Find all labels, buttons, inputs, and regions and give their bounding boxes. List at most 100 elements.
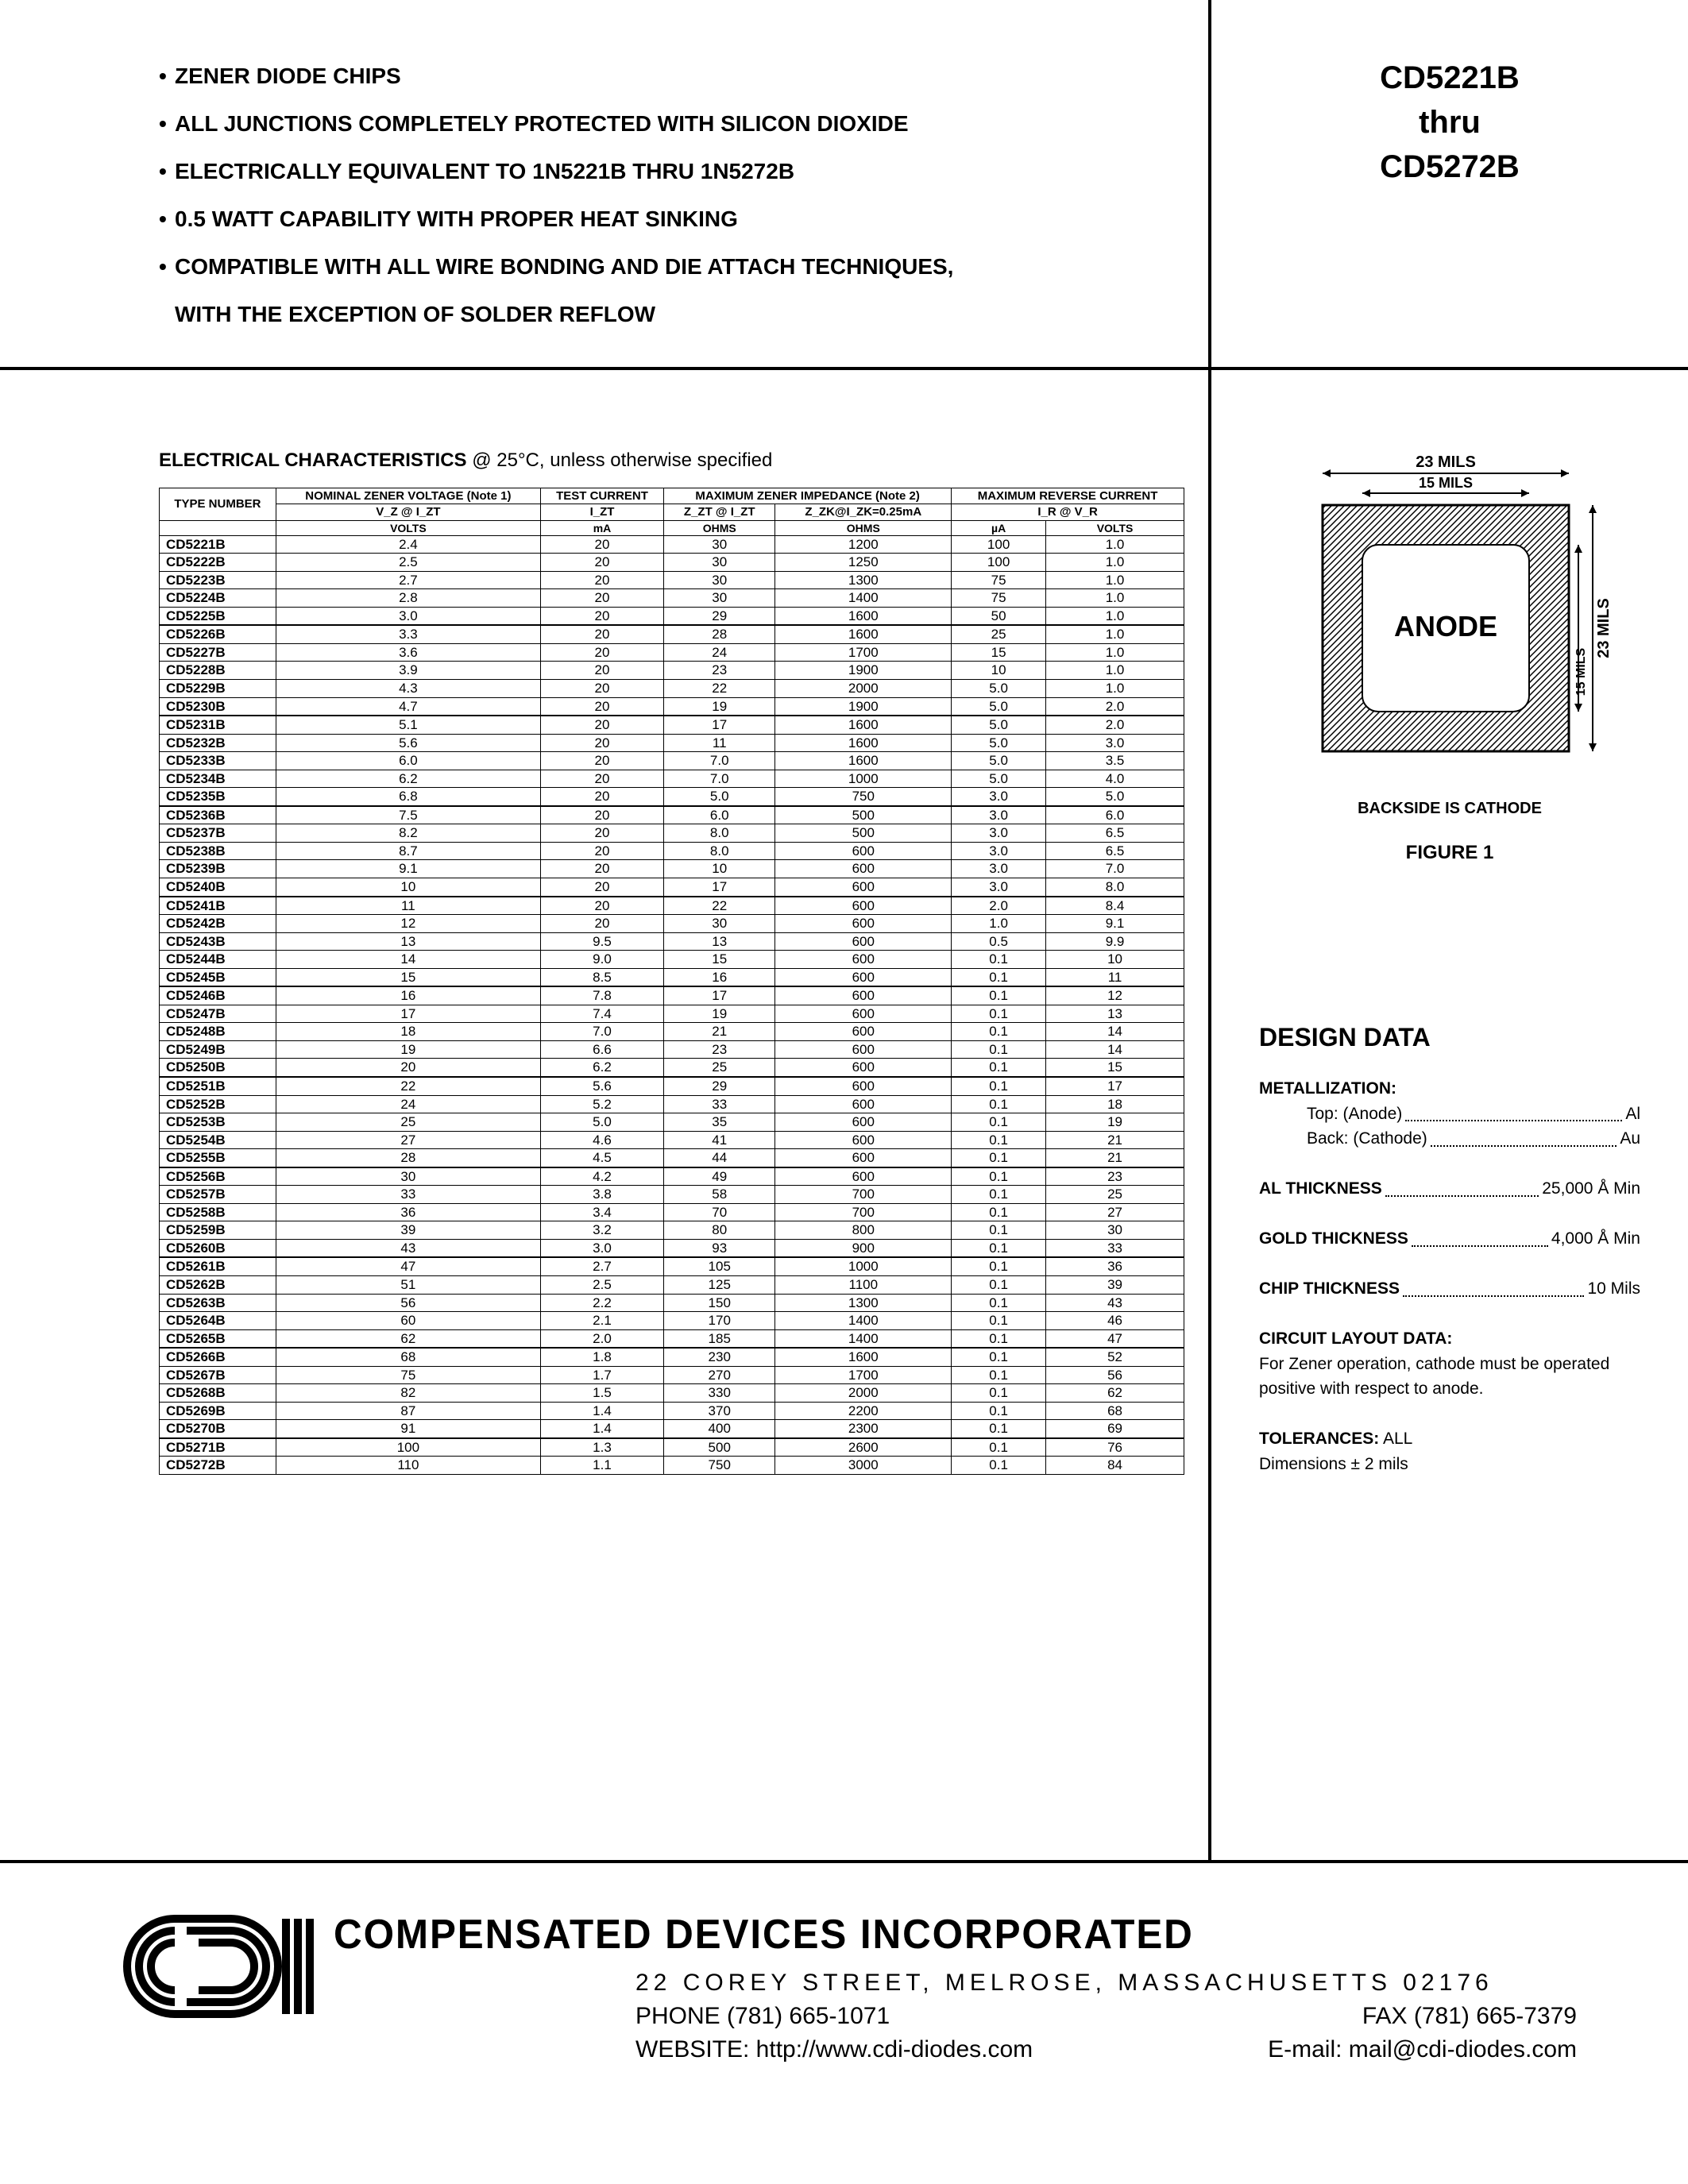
table-cell: 0.1 (952, 1221, 1046, 1240)
table-cell: 20 (540, 878, 663, 896)
al-label: AL THICKNESS (1259, 1176, 1382, 1202)
table-cell: 6.2 (276, 770, 540, 788)
footer: COMPENSATED DEVICES INCORPORATED 22 CORE… (0, 1863, 1688, 2066)
table-cell: 30 (664, 571, 775, 589)
table-cell: 14 (276, 951, 540, 969)
table-cell: 8.2 (276, 824, 540, 843)
table-cell: CD5247B (160, 1005, 276, 1023)
table-cell: CD5261B (160, 1257, 276, 1275)
table-cell: 17 (664, 716, 775, 734)
table-cell: 30 (276, 1167, 540, 1186)
table-row: CD5264B602.117014000.146 (160, 1312, 1184, 1330)
tol-title: TOLERANCES: (1259, 1430, 1379, 1448)
table-row: CD5229B4.3202220005.01.0 (160, 679, 1184, 697)
address: 22 COREY STREET, MELROSE, MASSACHUSETTS … (635, 1966, 1577, 2000)
table-cell: 330 (664, 1384, 775, 1403)
table-cell: 125 (664, 1276, 775, 1295)
table-row: CD5245B158.5166000.111 (160, 968, 1184, 986)
table-cell: 0.1 (952, 1203, 1046, 1221)
table-cell: 600 (775, 932, 952, 951)
table-cell: 4.7 (276, 697, 540, 716)
table-cell: 600 (775, 915, 952, 933)
table-cell: CD5252B (160, 1095, 276, 1113)
table-cell: 100 (276, 1438, 540, 1457)
table-cell: CD5242B (160, 915, 276, 933)
table-cell: 7.0 (664, 752, 775, 770)
table-cell: CD5263B (160, 1294, 276, 1312)
table-cell: 700 (775, 1186, 952, 1204)
table-row: CD5232B5.6201116005.03.0 (160, 734, 1184, 752)
table-cell: CD5224B (160, 589, 276, 608)
table-cell: 20 (540, 662, 663, 680)
table-cell: 600 (775, 1040, 952, 1059)
svg-text:ANODE: ANODE (1394, 610, 1497, 642)
table-cell: 0.1 (952, 1131, 1046, 1149)
table-cell: 21 (1046, 1149, 1184, 1167)
table-cell: 0.1 (952, 1312, 1046, 1330)
table-cell: 150 (664, 1294, 775, 1312)
email: E-mail: mail@cdi-diodes.com (1268, 2033, 1577, 2066)
cdi-logo-icon (111, 1911, 318, 2022)
table-cell: 1700 (775, 1366, 952, 1384)
table-cell: 8.7 (276, 842, 540, 860)
feature-list: ZENER DIODE CHIPS ALL JUNCTIONS COMPLETE… (0, 0, 1211, 367)
table-cell: 185 (664, 1329, 775, 1348)
table-cell: 5.0 (952, 734, 1046, 752)
table-cell: 1000 (775, 1257, 952, 1275)
table-cell: CD5231B (160, 716, 276, 734)
feature-item: ALL JUNCTIONS COMPLETELY PROTECTED WITH … (159, 111, 1176, 137)
u-ohms2: OHMS (775, 520, 952, 535)
table-cell: 21 (1046, 1131, 1184, 1149)
table-cell: 8.0 (664, 842, 775, 860)
table-cell: 600 (775, 878, 952, 896)
table-cell: 0.1 (952, 951, 1046, 969)
table-row: CD5240B1020176003.08.0 (160, 878, 1184, 896)
table-cell: 3.6 (276, 643, 540, 662)
table-row: CD5269B871.437022000.168 (160, 1402, 1184, 1420)
table-cell: 1600 (775, 625, 952, 643)
table-cell: 17 (1046, 1077, 1184, 1095)
table-cell: 5.0 (952, 752, 1046, 770)
table-cell: 76 (1046, 1438, 1184, 1457)
chip-thickness-row: CHIP THICKNESS10 Mils (1259, 1276, 1640, 1302)
table-cell: CD5249B (160, 1040, 276, 1059)
table-cell: 7.0 (1046, 860, 1184, 878)
table-cell: 43 (1046, 1294, 1184, 1312)
table-cell: CD5257B (160, 1186, 276, 1204)
table-row: CD5247B177.4196000.113 (160, 1005, 1184, 1023)
table-cell: 4.5 (540, 1149, 663, 1167)
table-cell: 1.8 (540, 1348, 663, 1366)
table-cell: 20 (540, 860, 663, 878)
table-cell: 91 (276, 1420, 540, 1438)
table-cell: CD5268B (160, 1384, 276, 1403)
table-row: CD5249B196.6236000.114 (160, 1040, 1184, 1059)
circuit-title: CIRCUIT LAYOUT DATA: (1259, 1329, 1452, 1348)
table-cell: 56 (276, 1294, 540, 1312)
table-cell: 1.7 (540, 1366, 663, 1384)
table-cell: 0.1 (952, 1023, 1046, 1041)
al-val: 25,000 Å Min (1542, 1176, 1640, 1202)
table-cell: 800 (775, 1221, 952, 1240)
table-cell: 1600 (775, 607, 952, 625)
th-vz: V_Z @ I_ZT (276, 504, 540, 520)
table-cell: 600 (775, 860, 952, 878)
table-cell: CD5229B (160, 679, 276, 697)
table-cell: 0.1 (952, 1276, 1046, 1295)
table-cell: CD5267B (160, 1366, 276, 1384)
table-cell: 36 (276, 1203, 540, 1221)
table-cell: 20 (540, 625, 663, 643)
table-cell: 75 (952, 571, 1046, 589)
backside-label: BACKSIDE IS CATHODE (1259, 800, 1640, 818)
table-cell: 270 (664, 1366, 775, 1384)
table-cell: CD5251B (160, 1077, 276, 1095)
table-cell: 5.0 (952, 716, 1046, 734)
table-cell: CD5240B (160, 878, 276, 896)
table-cell: 6.8 (276, 788, 540, 806)
tol-dim: Dimensions ± 2 mils (1259, 1452, 1640, 1477)
table-cell: 0.1 (952, 1005, 1046, 1023)
chip-val: 10 Mils (1587, 1276, 1640, 1302)
table-cell: 0.5 (952, 932, 1046, 951)
table-cell: 30 (664, 554, 775, 572)
table-cell: 3.5 (1046, 752, 1184, 770)
table-cell: 27 (276, 1131, 540, 1149)
